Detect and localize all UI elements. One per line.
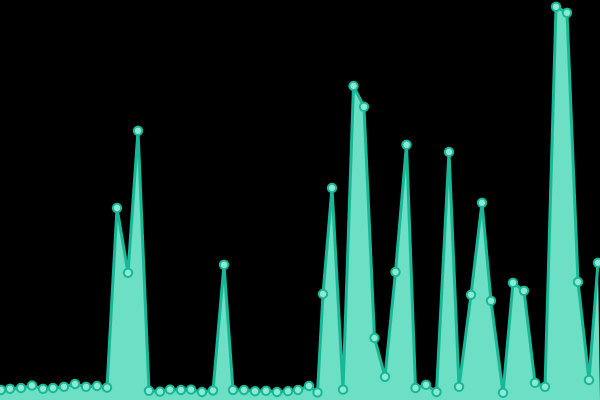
data-point-marker [271,386,283,398]
data-point-marker [260,385,272,396]
data-point-marker [420,379,432,390]
data-point-marker [185,384,197,395]
data-point-marker [91,380,103,392]
data-point-marker [143,385,155,396]
data-point-marker [207,385,219,396]
data-point-marker [26,380,38,391]
data-point-marker [550,1,562,12]
data-point-marker [539,381,551,392]
data-point-marker [317,288,329,300]
data-point-marker [122,267,134,278]
data-point-marker [101,382,113,393]
data-point-marker [4,383,16,394]
data-point-marker [196,386,208,398]
data-point-marker [443,146,455,158]
data-point-marker [507,277,519,288]
data-point-marker [282,386,294,397]
data-point-marker [69,378,81,390]
data-point-marker [238,384,250,396]
data-point-marker [164,384,176,395]
data-point-marker [561,7,573,18]
data-point-marker [497,387,509,398]
data-point-marker [518,285,530,296]
data-point-marker [348,80,359,92]
data-point-marker [175,384,187,396]
data-point-marker [111,202,123,214]
data-point-marker [37,383,49,394]
data-point-marker [583,374,595,386]
data-point-marker [0,384,7,396]
series-line [0,5,600,395]
data-point-marker [154,386,166,397]
data-point-marker [358,101,370,113]
data-point-marker [453,381,465,392]
data-point-marker [326,182,338,194]
data-point-marker [303,380,315,392]
data-point-marker [312,387,323,398]
data-point-marker [465,289,477,300]
data-point-marker [485,295,497,306]
data-point-marker [410,382,421,394]
data-point-marker [529,377,541,388]
data-point-marker [227,384,239,396]
data-point-marker [132,125,144,137]
data-point-marker [249,386,261,397]
data-point-marker [80,381,92,392]
data-point-marker [401,139,412,151]
data-point-marker [390,266,401,278]
data-point-marker [292,384,304,396]
data-point-marker [592,257,600,268]
data-point-marker [431,386,442,398]
data-point-marker [337,384,349,395]
data-point-marker [572,276,584,288]
data-point-marker [58,381,70,392]
data-point-marker [218,259,230,270]
data-point-marker [379,371,391,382]
data-point-marker [47,382,59,394]
data-point-marker [476,197,488,209]
data-point-marker [15,382,27,394]
area-fill [0,6,600,400]
data-point-marker [369,332,380,344]
